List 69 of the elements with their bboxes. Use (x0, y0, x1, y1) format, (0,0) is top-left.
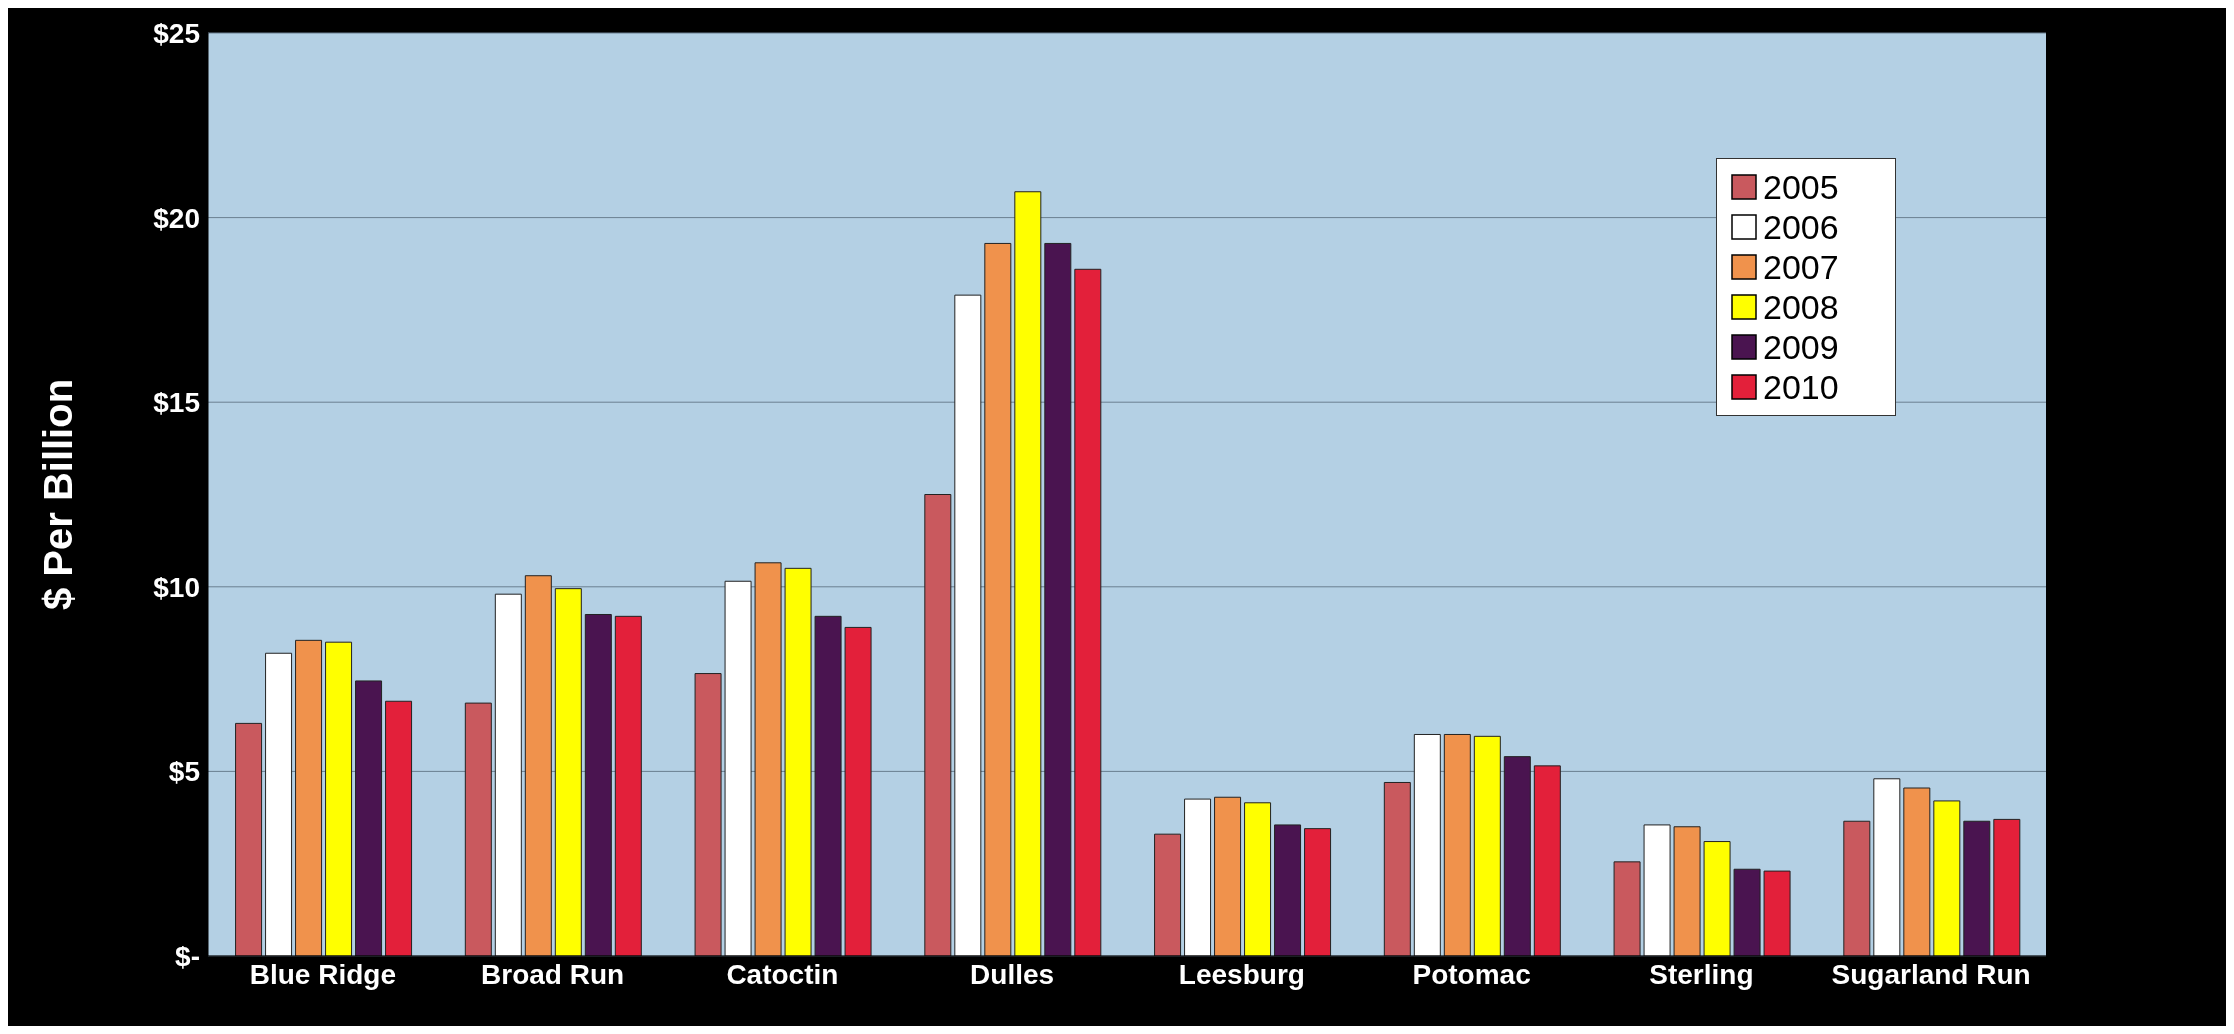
bar (1473, 735, 1501, 956)
bar (235, 722, 263, 956)
bar (1184, 798, 1212, 956)
y-tick-label: $20 (153, 202, 200, 234)
bar (1733, 868, 1761, 956)
y-tick-label: $15 (153, 387, 200, 419)
bar (1533, 765, 1561, 956)
bar (1963, 820, 1991, 956)
x-tick-label: Dulles (970, 958, 1055, 990)
legend-label: 2007 (1763, 247, 1839, 287)
bar (1843, 820, 1871, 956)
bar (784, 567, 812, 956)
bar (1903, 787, 1931, 956)
y-tick-label: $25 (153, 17, 200, 49)
x-tick-label: Blue Ridge (249, 958, 396, 990)
y-tick-label: $5 (168, 756, 200, 788)
x-tick-label: Leesburg (1178, 958, 1305, 990)
bar (1154, 833, 1182, 956)
bar (524, 575, 552, 956)
bar (614, 615, 642, 956)
legend-label: 2005 (1763, 167, 1839, 207)
bar (325, 641, 353, 956)
bar (924, 494, 952, 956)
y-tick-label: $- (175, 940, 200, 972)
x-tick-label: Catoctin (726, 958, 839, 990)
x-tick-label: Sugarland Run (1831, 958, 2031, 990)
bar (1993, 818, 2021, 956)
bar (1933, 800, 1961, 956)
y-tick-label: $10 (153, 571, 200, 603)
bar (494, 593, 522, 956)
bar (1763, 870, 1791, 956)
bar (1244, 802, 1272, 956)
bar (724, 580, 752, 956)
legend-label: 2009 (1763, 327, 1839, 367)
bar (1613, 861, 1641, 956)
bar (295, 639, 323, 956)
bar (385, 700, 413, 956)
bar (584, 613, 612, 956)
bar (1643, 824, 1671, 956)
bar (1443, 733, 1471, 956)
bar (1074, 268, 1102, 956)
bar (694, 673, 722, 956)
legend-label: 2006 (1763, 207, 1839, 247)
y-axis-title: $ Per Billion (36, 378, 81, 611)
bar (554, 588, 582, 956)
bar (754, 562, 782, 956)
bar (355, 680, 383, 956)
bar (1673, 826, 1701, 956)
x-tick-label: Potomac (1412, 958, 1531, 990)
x-tick-label: Sterling (1649, 958, 1754, 990)
x-tick-label: Broad Run (481, 958, 625, 990)
bar (464, 702, 492, 956)
bar (265, 652, 293, 956)
bar (1503, 756, 1531, 956)
bar (1274, 824, 1302, 956)
legend-label: 2010 (1763, 367, 1839, 407)
bar (1383, 781, 1411, 956)
bar (814, 615, 842, 956)
bar (1044, 242, 1072, 956)
bar (1214, 796, 1242, 956)
bar (1413, 733, 1441, 956)
bar (1873, 778, 1901, 956)
bar (954, 294, 982, 956)
legend-label: 2008 (1763, 287, 1839, 327)
bar (844, 626, 872, 956)
bar (1304, 828, 1332, 956)
bar (984, 242, 1012, 956)
bar (1703, 841, 1731, 956)
bar (1014, 191, 1042, 956)
